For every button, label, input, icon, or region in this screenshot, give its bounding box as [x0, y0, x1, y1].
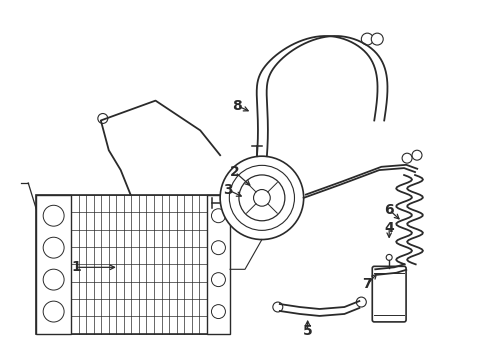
Circle shape	[212, 273, 225, 287]
Circle shape	[371, 33, 383, 45]
Circle shape	[253, 189, 270, 206]
Circle shape	[386, 255, 392, 260]
Circle shape	[212, 209, 225, 223]
Bar	[207, 195, 230, 334]
Circle shape	[220, 156, 304, 239]
Text: 3: 3	[223, 183, 233, 197]
Circle shape	[356, 297, 367, 307]
Circle shape	[402, 153, 412, 163]
Text: 5: 5	[303, 324, 313, 338]
Circle shape	[43, 269, 64, 290]
Circle shape	[43, 237, 64, 258]
Text: 8: 8	[232, 99, 242, 113]
Text: 1: 1	[71, 260, 81, 274]
Text: 4: 4	[384, 221, 394, 235]
Circle shape	[212, 241, 225, 255]
Text: 7: 7	[363, 277, 372, 291]
FancyBboxPatch shape	[372, 266, 406, 322]
Circle shape	[412, 150, 422, 160]
Circle shape	[212, 305, 225, 319]
Circle shape	[43, 205, 64, 226]
Bar	[36, 195, 230, 334]
Circle shape	[98, 113, 108, 123]
Text: 6: 6	[384, 203, 394, 217]
Circle shape	[43, 301, 64, 322]
Circle shape	[361, 33, 373, 45]
Text: 2: 2	[230, 165, 240, 179]
Bar	[36, 195, 71, 334]
Circle shape	[273, 302, 283, 312]
Circle shape	[239, 175, 285, 221]
